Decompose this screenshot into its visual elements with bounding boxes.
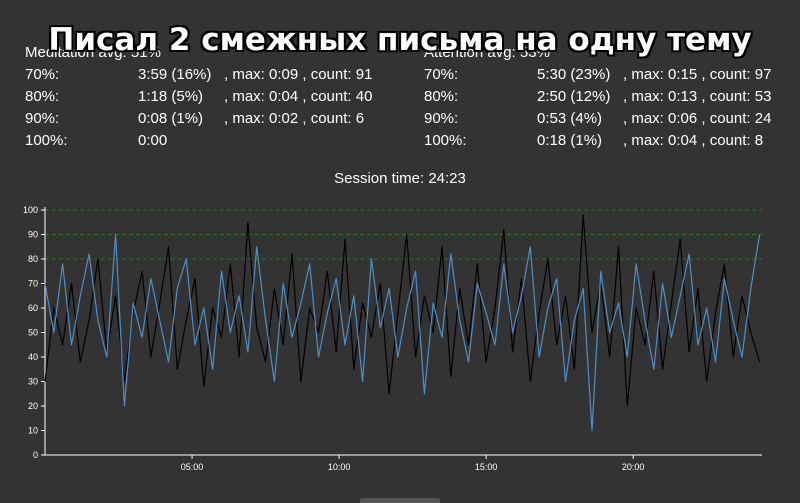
y-tick-label: 20 [28,401,38,411]
y-tick-label: 70 [28,279,38,289]
attention-time: 0:18 (1%) [537,132,603,149]
meditation-row: 70%: 3:59 (16%) , max: 0:09 , count: 91 [25,64,372,86]
y-tick-label: 90 [28,230,38,240]
y-tick-label: 100 [23,205,38,215]
y-tick-label: 50 [28,328,38,338]
attention-row: 100%: 0:18 (1%) , max: 0:04 , count: 8 [424,130,771,152]
attention-row: 90%: 0:53 (4%) , max: 0:06 , count: 24 [424,108,771,130]
attention-row: 80%: 2:50 (12%) , max: 0:13 , count: 53 [424,86,771,108]
attention-level: 100%: [424,132,467,149]
attention-level: 70%: [424,66,459,83]
meditation-level: 90%: [25,110,60,127]
y-tick-label: 40 [28,352,38,362]
attention-time: 2:50 (12%) [537,88,611,105]
meditation-series-line [44,233,761,432]
session-time: Session time: 24:23 [334,170,466,187]
y-tick-label: 10 [28,426,38,436]
meditation-rest: , max: 0:09 , count: 91 [224,66,373,83]
meditation-level: 100%: [25,132,68,149]
x-tick-label: 05:00 [181,462,204,472]
x-tick-label: 15:00 [475,462,498,472]
meditation-row: 80%: 1:18 (5%) , max: 0:04 , count: 40 [25,86,372,108]
attention-time: 5:30 (23%) [537,66,611,83]
meditation-row: 100%: 0:00 [25,130,372,152]
attention-level: 80%: [424,88,459,105]
attention-rest: , max: 0:06 , count: 24 [623,110,772,127]
attention-header: Attention avg: 53% [424,44,550,61]
session-chart: 0 10 20 30 40 50 60 70 80 90 100 05:00 10:00 15:00 20:… [23,205,762,472]
attention-row: 70%: 5:30 (23%) , max: 0:15 , count: 97 [424,64,771,86]
y-tick-label: 0 [33,450,38,460]
meditation-time: 1:18 (5%) [138,88,204,105]
attention-rest: , max: 0:04 , count: 8 [623,132,764,149]
attention-stats: Attention avg: 53% 70%: 5:30 (23%) , max: … [424,42,771,152]
meditation-header: Meditation avg: 51% [25,44,161,61]
meditation-stats: Meditation avg: 51% 70%: 3:59 (16%) , max:… [25,42,372,152]
meditation-time: 0:08 (1%) [138,110,204,127]
x-tick-label: 20:00 [622,462,645,472]
meditation-row: 90%: 0:08 (1%) , max: 0:02 , count: 6 [25,108,372,130]
y-tick-label: 80 [28,254,38,264]
attention-rest: , max: 0:13 , count: 53 [623,88,772,105]
attention-rest: , max: 0:15 , count: 97 [623,66,772,83]
meditation-time: 0:00 [138,132,168,149]
y-tick-label: 60 [28,303,38,313]
y-tick-label: 30 [28,377,38,387]
meditation-level: 70%: [25,66,60,83]
x-tick-label: 10:00 [328,462,351,472]
scroll-handle[interactable] [360,498,440,503]
meditation-time: 3:59 (16%) [138,66,212,83]
meditation-rest: , max: 0:04 , count: 40 [224,88,373,105]
meditation-level: 80%: [25,88,60,105]
overlay-caption: Писал 2 смежных письма на одну тему [48,22,752,58]
attention-time: 0:53 (4%) [537,110,603,127]
attention-level: 90%: [424,110,459,127]
attention-series-line [44,214,761,407]
meditation-rest: , max: 0:02 , count: 6 [224,110,365,127]
